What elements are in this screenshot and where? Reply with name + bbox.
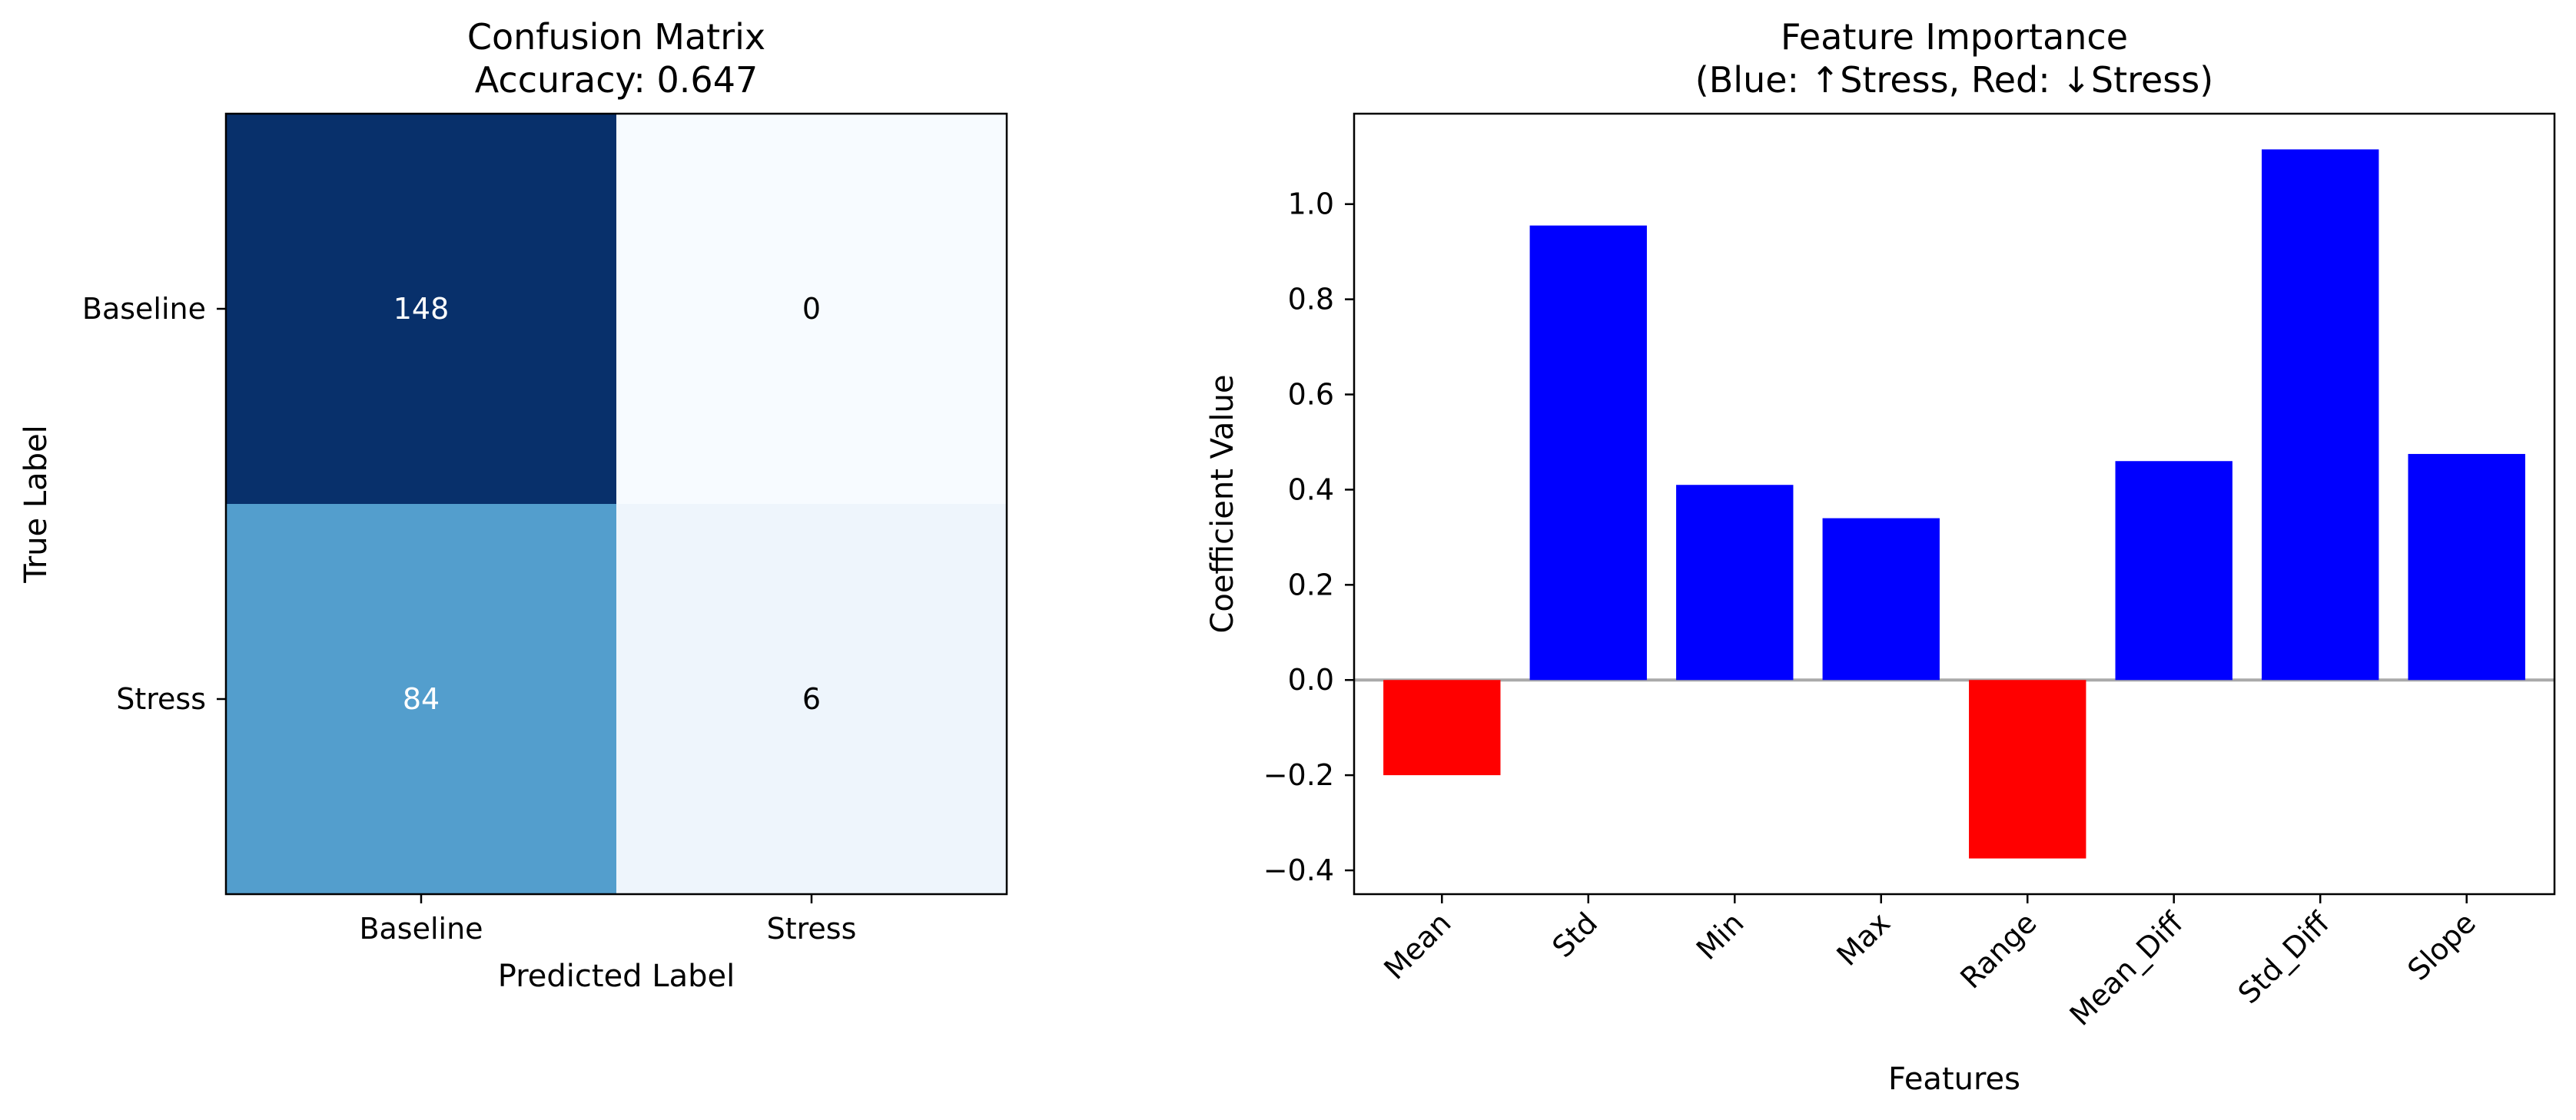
cm-title: Confusion Matrix <box>467 16 765 58</box>
fi-y-tick-label: 0.0 <box>1288 663 1334 697</box>
fi-y-tick-label: 0.6 <box>1288 378 1334 412</box>
cm-y-ticks: Baseline Stress <box>82 292 226 716</box>
cm-cell <box>616 504 1007 894</box>
fi-y-axis-label: Coefficient Value <box>1205 375 1240 634</box>
cm-y-axis-label: True Label <box>18 425 54 584</box>
cm-cell-value: 6 <box>802 682 821 716</box>
fi-y-tick-label: −0.4 <box>1263 853 1334 887</box>
fi-x-tick-label: Slope <box>2401 906 2482 987</box>
fi-bar <box>1383 680 1501 776</box>
fi-x-tick-label: Range <box>1954 906 2043 995</box>
fi-subtitle: (Blue: ↑Stress, Red: ↓Stress) <box>1695 59 2213 101</box>
fi-bar <box>1676 485 1794 681</box>
cm-y-tick-label: Stress <box>116 682 206 716</box>
cm-cell-value: 84 <box>403 682 440 716</box>
fi-x-tick-label: Max <box>1830 906 1897 973</box>
fi-bar <box>1529 225 1647 681</box>
fi-bar <box>2262 149 2379 681</box>
fi-bar <box>1969 680 2086 859</box>
fi-bar <box>2115 461 2232 681</box>
fi-x-tick-label: Std <box>1545 906 1604 964</box>
fi-y-tick-label: 1.0 <box>1288 187 1334 221</box>
cm-frame <box>224 112 1008 896</box>
cm-x-axis-label: Predicted Label <box>498 959 735 994</box>
cm-x-tick-label: Baseline <box>359 912 483 946</box>
cm-subtitle: Accuracy: 0.647 <box>475 59 758 101</box>
cm-cell-value: 148 <box>393 292 450 326</box>
fi-y-tick-label: 0.4 <box>1288 472 1334 506</box>
fi-x-tick-label: Std_Diff <box>2232 906 2336 1010</box>
fi-y-ticks: −0.4 −0.2 0.0 0.2 0.4 0.6 0.8 1.0 <box>1263 187 1354 887</box>
fi-y-tick-label: 0.8 <box>1288 283 1334 316</box>
cm-cell <box>226 504 616 894</box>
cm-y-tick-label: Baseline <box>82 292 206 326</box>
cm-x-tick-label: Stress <box>767 912 857 946</box>
fi-x-tick-label: Mean <box>1377 906 1457 986</box>
fi-x-tick-label: Min <box>1690 906 1751 966</box>
fi-y-tick-label: 0.2 <box>1288 568 1334 601</box>
fi-bar <box>2408 453 2525 681</box>
confusion-matrix-panel: Confusion Matrix Accuracy: 0.647 148 0 84 6… <box>18 16 1008 994</box>
cm-cells: 148 0 84 6 <box>226 114 1007 894</box>
fi-x-ticks: Mean Std Min Max Range Mean_Diff Std_Diff Slope <box>1377 894 2482 1032</box>
fi-x-tick-label: Mean_Diff <box>2063 906 2190 1032</box>
cm-x-ticks: Baseline Stress <box>359 894 856 946</box>
fi-x-axis-label: Features <box>1888 1062 2020 1097</box>
cm-cell-value: 0 <box>802 292 821 326</box>
cm-cell <box>226 114 616 504</box>
fi-bars <box>1383 149 2525 859</box>
fi-y-tick-label: −0.2 <box>1263 758 1334 792</box>
feature-importance-panel: Feature Importance (Blue: ↑Stress, Red: … <box>1205 16 2556 1097</box>
fi-frame <box>1353 112 2556 896</box>
fi-bar <box>1822 518 1940 681</box>
cm-cell <box>616 114 1007 504</box>
fi-title: Feature Importance <box>1781 16 2128 58</box>
